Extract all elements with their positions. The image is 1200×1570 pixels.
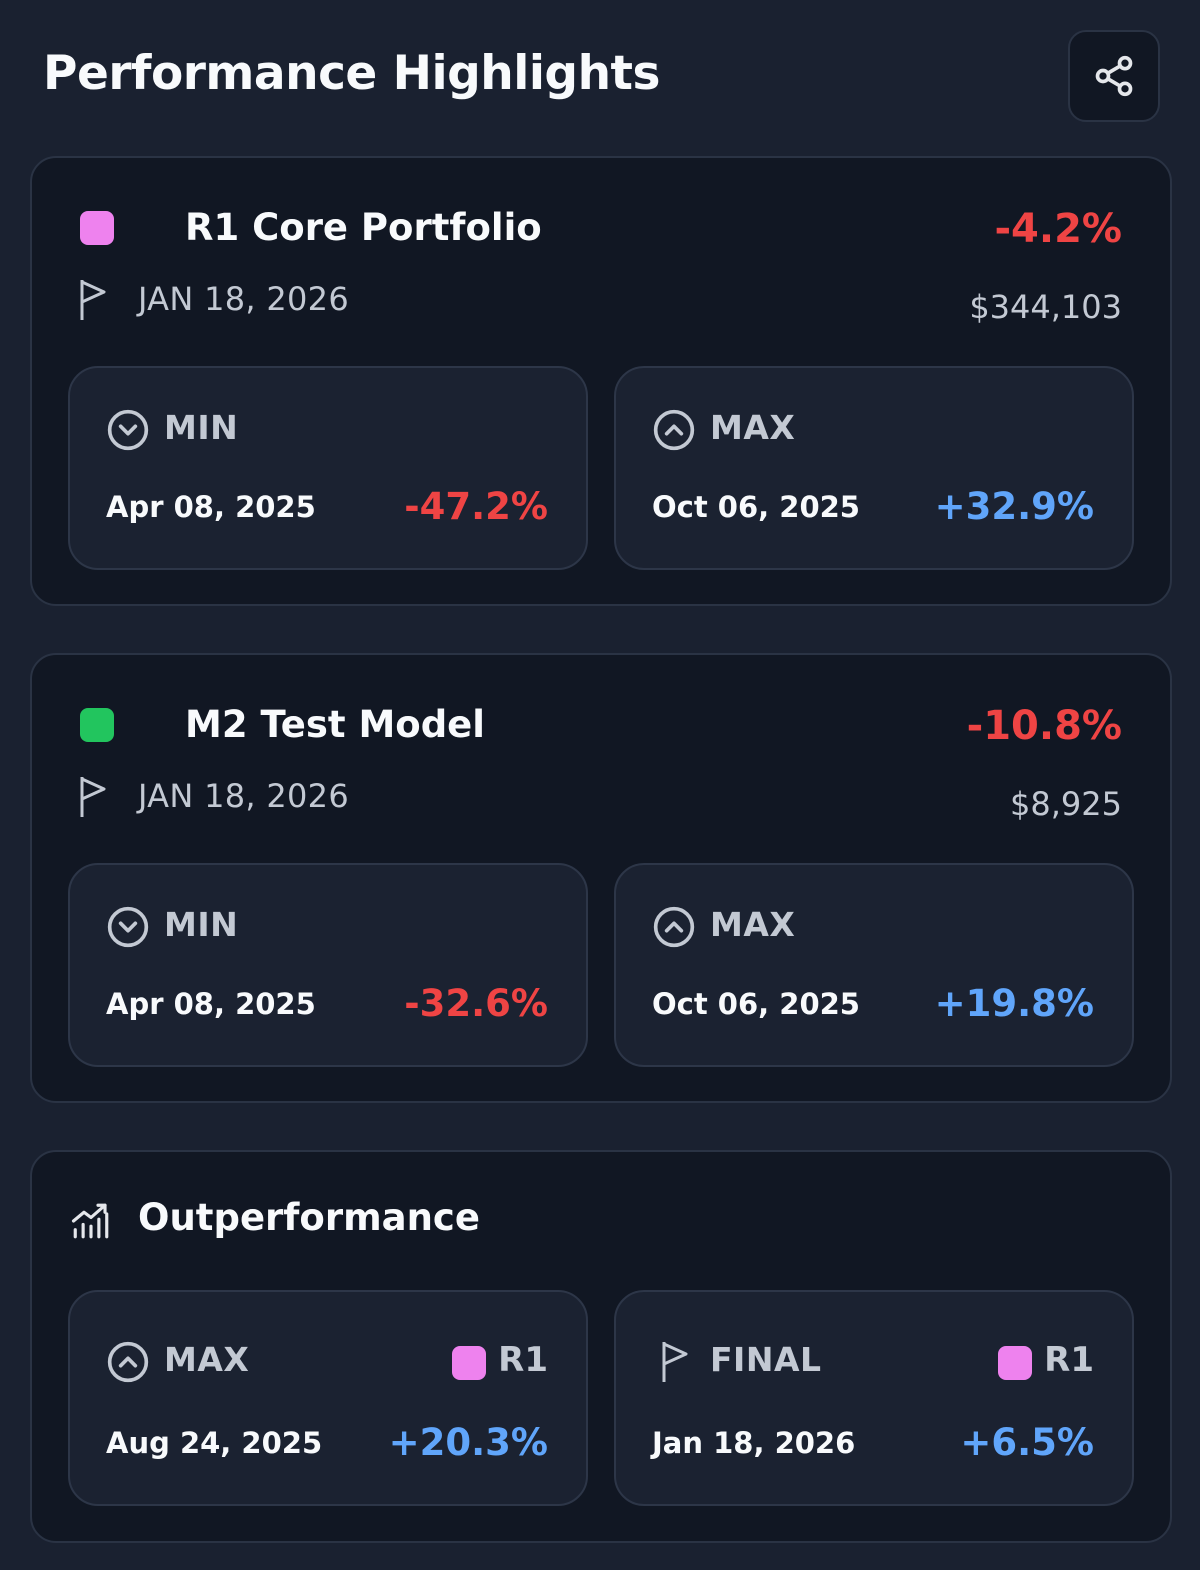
share-icon [1095,55,1133,97]
chevron-down-circle-icon [107,409,149,451]
portfolio-name: M2 Test Model [185,703,485,746]
stat-date: Oct 06, 2025 [652,490,860,524]
portfolio-value: $344,103 [969,288,1122,326]
min-stat-box: MIN Apr 08, 2025 -47.2% [68,366,588,570]
portfolio-card-m2: M2 Test Model -10.8% JAN 18, 2026 $8,925… [30,653,1172,1103]
flag-icon [80,777,106,817]
portfolio-value: $8,925 [1010,785,1122,823]
stat-label: MAX [710,905,796,944]
stat-label: FINAL [710,1340,822,1379]
portfolio-date: JAN 18, 2026 [138,280,349,318]
stat-value: +19.8% [934,982,1094,1025]
stat-value: -47.2% [404,485,548,528]
header: Performance Highlights [43,30,1160,122]
stat-label: MAX [164,1340,250,1379]
outperformance-card: Outperformance MAX R1 Aug 24, 2025 +20.3… [30,1150,1172,1543]
series-tag-label: R1 [498,1340,548,1380]
chevron-up-circle-icon [653,409,695,451]
flag-icon [80,280,106,320]
stat-date: Oct 06, 2025 [652,987,860,1021]
share-button[interactable] [1068,30,1160,122]
flag-icon [662,1342,688,1382]
portfolio-change: -10.8% [966,703,1122,749]
card-subheader: JAN 18, 2026 $344,103 [78,278,1122,328]
stat-date: Jan 18, 2026 [652,1426,856,1460]
outperformance-final-box: FINAL R1 Jan 18, 2026 +6.5% [614,1290,1134,1506]
series-swatch-r1 [452,1346,486,1380]
card-header: M2 Test Model -10.8% [78,703,1122,755]
stat-value: +6.5% [960,1421,1094,1464]
chevron-up-circle-icon [653,906,695,948]
card-subheader: JAN 18, 2026 $8,925 [78,775,1122,825]
series-swatch-r1 [80,211,114,245]
stat-value: +20.3% [388,1421,548,1464]
stat-label: MIN [164,408,239,447]
chevron-down-circle-icon [107,906,149,948]
bar-chart-trend-icon [71,1203,109,1239]
stat-date: Apr 08, 2025 [106,490,316,524]
stat-label: MIN [164,905,239,944]
series-swatch-m2 [80,708,114,742]
stat-date: Apr 08, 2025 [106,987,316,1021]
page-title: Performance Highlights [43,45,660,101]
series-swatch-r1 [998,1346,1032,1380]
portfolio-date: JAN 18, 2026 [138,777,349,815]
outperformance-max-box: MAX R1 Aug 24, 2025 +20.3% [68,1290,588,1506]
portfolio-name: R1 Core Portfolio [185,206,542,249]
min-stat-box: MIN Apr 08, 2025 -32.6% [68,863,588,1067]
stat-value: +32.9% [934,485,1094,528]
portfolio-change: -4.2% [994,206,1122,252]
outperformance-title: Outperformance [138,1196,480,1239]
max-stat-box: MAX Oct 06, 2025 +32.9% [614,366,1134,570]
series-tag-label: R1 [1044,1340,1094,1380]
card-header: R1 Core Portfolio -4.2% [78,206,1122,258]
stat-label: MAX [710,408,796,447]
max-stat-box: MAX Oct 06, 2025 +19.8% [614,863,1134,1067]
stat-date: Aug 24, 2025 [106,1426,323,1460]
portfolio-card-r1: R1 Core Portfolio -4.2% JAN 18, 2026 $34… [30,156,1172,606]
stat-value: -32.6% [404,982,548,1025]
chevron-up-circle-icon [107,1341,149,1383]
